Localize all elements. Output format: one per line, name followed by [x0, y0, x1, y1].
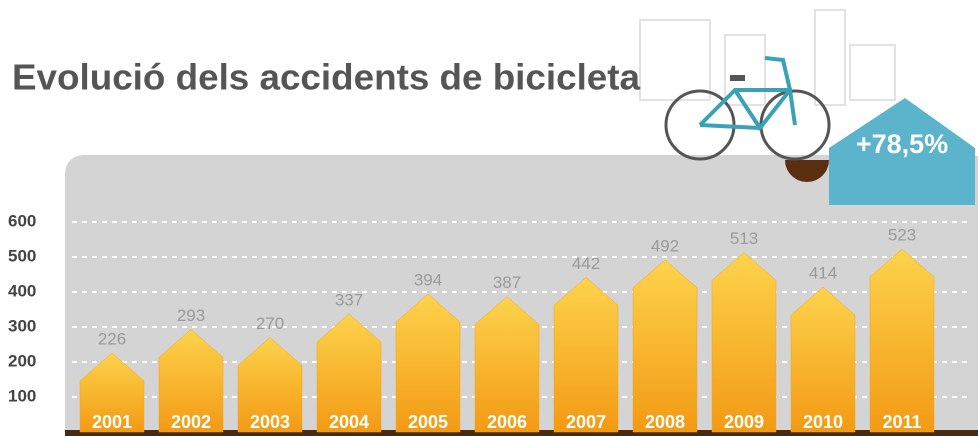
value-label: 270 [256, 314, 284, 333]
x-tick-label: 2007 [566, 412, 606, 432]
bar [870, 249, 934, 432]
y-tick-label: 500 [8, 246, 36, 265]
y-tick-label: 300 [8, 316, 36, 335]
y-tick-label: 100 [8, 386, 36, 405]
y-tick-label: 200 [8, 351, 36, 370]
y-tick-label: 600 [8, 211, 36, 230]
x-tick-label: 2006 [487, 412, 527, 432]
x-tick-label: 2005 [408, 412, 448, 432]
chart-title: Evolució dels accidents de bicicleta [12, 57, 641, 98]
badge-text: +78,5% [856, 129, 948, 159]
bicycle [666, 58, 829, 159]
bar [791, 287, 855, 432]
value-label: 414 [809, 264, 837, 283]
y-tick-label: 400 [8, 281, 36, 300]
x-tick-label: 2010 [803, 412, 843, 432]
value-label: 337 [335, 291, 363, 310]
value-label: 387 [493, 273, 521, 292]
value-label: 226 [98, 329, 126, 348]
bar [633, 260, 697, 432]
value-label: 442 [572, 254, 600, 273]
bar [712, 252, 776, 432]
x-tick-label: 2004 [329, 412, 369, 432]
x-tick-label: 2009 [724, 412, 764, 432]
value-label: 523 [888, 225, 916, 244]
x-tick-label: 2008 [645, 412, 685, 432]
chart: +78,5% Evolució dels accidents de bicicl… [0, 0, 978, 436]
x-tick-label: 2002 [171, 412, 211, 432]
value-label: 394 [414, 271, 442, 290]
x-tick-label: 2001 [92, 412, 132, 432]
value-label: 513 [730, 229, 758, 248]
x-tick-label: 2011 [882, 412, 921, 432]
value-label: 492 [651, 236, 679, 255]
value-label: 293 [177, 306, 205, 325]
x-tick-label: 2003 [250, 412, 290, 432]
bar [554, 277, 618, 432]
